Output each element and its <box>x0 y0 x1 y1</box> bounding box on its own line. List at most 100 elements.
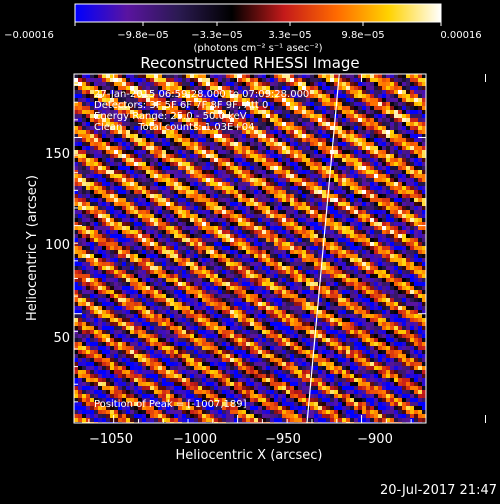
heatmap-pixel <box>150 226 154 230</box>
heatmap-pixel <box>122 262 126 266</box>
heatmap-pixel <box>318 94 322 98</box>
heatmap-pixel <box>218 274 222 278</box>
heatmap-pixel <box>406 270 410 274</box>
heatmap-pixel <box>86 286 90 290</box>
heatmap-pixel <box>382 234 386 238</box>
heatmap-pixel <box>262 298 266 302</box>
heatmap-pixel <box>350 230 354 234</box>
heatmap-pixel <box>150 214 154 218</box>
heatmap-pixel <box>398 126 402 130</box>
heatmap-pixel <box>278 254 282 258</box>
heatmap-pixel <box>358 186 362 190</box>
heatmap-pixel <box>234 210 238 214</box>
heatmap-pixel <box>182 218 186 222</box>
heatmap-pixel <box>354 174 358 178</box>
heatmap-pixel <box>126 162 130 166</box>
heatmap-pixel <box>206 214 210 218</box>
heatmap-pixel <box>174 274 178 278</box>
heatmap-pixel <box>406 122 410 126</box>
heatmap-pixel <box>274 294 278 298</box>
heatmap-pixel <box>310 210 314 214</box>
heatmap-pixel <box>294 146 298 150</box>
heatmap-pixel <box>194 158 198 162</box>
heatmap-pixel <box>294 250 298 254</box>
heatmap-pixel <box>330 122 334 126</box>
heatmap-pixel <box>410 262 414 266</box>
heatmap-pixel <box>206 286 210 290</box>
heatmap-pixel <box>310 110 314 114</box>
heatmap-pixel <box>98 226 102 230</box>
heatmap-pixel <box>322 270 326 274</box>
colorbar-ticks <box>75 22 441 26</box>
heatmap-pixel <box>270 222 274 226</box>
heatmap-pixel <box>234 182 238 186</box>
heatmap-pixel <box>210 82 214 86</box>
heatmap-pixel <box>278 258 282 262</box>
heatmap-pixel <box>366 246 370 250</box>
heatmap-pixel <box>330 278 334 282</box>
heatmap-pixel <box>198 286 202 290</box>
heatmap-pixel <box>406 222 410 226</box>
heatmap-pixel <box>370 134 374 138</box>
heatmap-pixel <box>74 254 78 258</box>
heatmap-pixel <box>374 174 378 178</box>
heatmap-pixel <box>394 110 398 114</box>
heatmap-pixel <box>94 178 98 182</box>
heatmap-pixel <box>314 110 318 114</box>
heatmap-pixel <box>338 246 342 250</box>
heatmap-pixel <box>410 286 414 290</box>
heatmap-pixel <box>306 118 310 122</box>
heatmap-pixel <box>266 242 270 246</box>
heatmap-pixel <box>294 286 298 290</box>
heatmap-pixel <box>170 270 174 274</box>
heatmap-pixel <box>182 298 186 302</box>
heatmap-pixel <box>258 282 262 286</box>
heatmap-pixel <box>106 282 110 286</box>
heatmap-pixel <box>82 202 86 206</box>
heatmap-pixel <box>306 282 310 286</box>
heatmap-pixel <box>342 222 346 226</box>
heatmap-pixel <box>90 178 94 182</box>
heatmap-pixel <box>354 150 358 154</box>
heatmap-pixel <box>310 162 314 166</box>
heatmap-pixel <box>394 266 398 270</box>
heatmap-pixel <box>110 286 114 290</box>
heatmap-pixel <box>234 82 238 86</box>
heatmap-pixel <box>186 218 190 222</box>
heatmap-pixel <box>126 150 130 154</box>
heatmap-pixel <box>310 158 314 162</box>
heatmap-pixel <box>266 178 270 182</box>
heatmap-pixel <box>202 294 206 298</box>
heatmap-pixel <box>386 170 390 174</box>
heatmap-pixel <box>78 182 82 186</box>
heatmap-pixel <box>194 294 198 298</box>
heatmap-pixel <box>166 82 170 86</box>
heatmap-pixel <box>182 166 186 170</box>
heatmap-pixel <box>374 210 378 214</box>
heatmap-pixel <box>402 122 406 126</box>
heatmap-pixel <box>206 134 210 138</box>
heatmap-pixel <box>270 270 274 274</box>
heatmap-pixel <box>226 142 230 146</box>
heatmap-pixel <box>290 214 294 218</box>
heatmap-pixel <box>354 182 358 186</box>
heatmap-pixel <box>258 74 262 78</box>
heatmap-pixel <box>394 118 398 122</box>
heatmap-pixel <box>122 238 126 242</box>
heatmap-pixel <box>366 134 370 138</box>
heatmap-pixel <box>414 218 418 222</box>
heatmap-pixel <box>102 78 106 82</box>
heatmap-pixel <box>258 138 262 142</box>
heatmap-pixel <box>206 230 210 234</box>
heatmap-pixel <box>414 170 418 174</box>
heatmap-pixel <box>166 170 170 174</box>
heatmap-pixel <box>406 190 410 194</box>
heatmap-pixel <box>94 266 98 270</box>
heatmap-pixel <box>366 114 370 118</box>
heatmap-pixel <box>258 278 262 282</box>
heatmap-pixel <box>338 194 342 198</box>
heatmap-pixel <box>390 94 394 98</box>
heatmap-pixel <box>298 226 302 230</box>
heatmap-pixel <box>422 266 426 270</box>
heatmap-pixel <box>134 150 138 154</box>
